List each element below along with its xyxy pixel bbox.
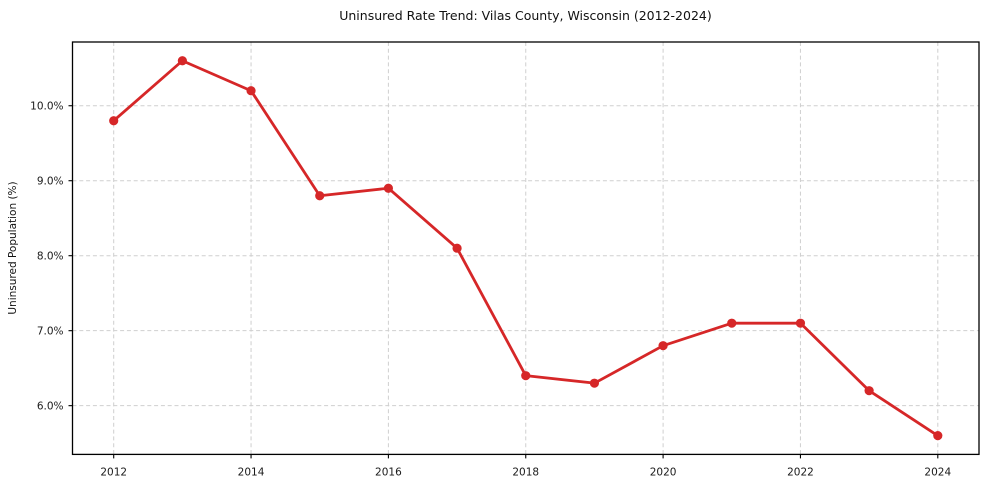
data-point-2013 — [177, 56, 187, 66]
x-tick-label: 2016 — [375, 466, 402, 478]
y-tick-label: 6.0% — [37, 400, 64, 412]
chart-title: Uninsured Rate Trend: Vilas County, Wisc… — [339, 8, 712, 23]
y-tick-label: 7.0% — [37, 325, 64, 337]
data-point-2015 — [315, 191, 325, 201]
y-tick-label: 8.0% — [37, 250, 64, 262]
data-point-2016 — [383, 183, 394, 193]
x-tick-label: 2018 — [512, 466, 539, 478]
x-tick-label: 2020 — [650, 466, 677, 478]
x-tick-label: 2022 — [787, 466, 814, 478]
data-point-2020 — [658, 341, 668, 351]
data-point-2023 — [864, 386, 874, 396]
x-tick-label: 2014 — [238, 466, 265, 478]
data-point-2022 — [795, 318, 806, 328]
data-point-2024 — [933, 431, 943, 441]
data-point-2014 — [246, 86, 256, 96]
y-tick-label: 10.0% — [30, 100, 63, 112]
x-tick-label: 2024 — [924, 466, 951, 478]
x-tick-label: 2012 — [100, 466, 127, 478]
data-point-2012 — [109, 116, 119, 126]
data-point-2018 — [521, 371, 531, 381]
data-point-2019 — [589, 378, 600, 388]
data-point-2017 — [452, 243, 462, 253]
data-point-2021 — [727, 318, 737, 328]
y-tick-label: 9.0% — [37, 175, 64, 187]
